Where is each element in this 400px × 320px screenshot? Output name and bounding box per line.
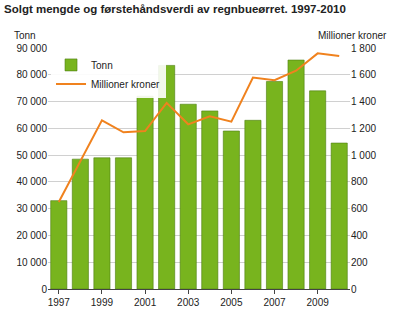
svg-text:1999: 1999 (91, 297, 114, 308)
svg-text:20 000: 20 000 (16, 230, 47, 241)
svg-text:1 400: 1 400 (351, 96, 376, 107)
svg-text:Tonn: Tonn (91, 60, 113, 71)
svg-text:40 000: 40 000 (16, 176, 47, 187)
svg-text:Millioner kroner: Millioner kroner (91, 79, 160, 90)
svg-text:600: 600 (351, 203, 368, 214)
svg-text:80 000: 80 000 (16, 69, 47, 80)
svg-text:Millioner kroner: Millioner kroner (318, 30, 387, 41)
svg-text:1997: 1997 (48, 297, 71, 308)
svg-text:Tonn: Tonn (14, 30, 36, 41)
svg-text:60 000: 60 000 (16, 123, 47, 134)
svg-text:1 200: 1 200 (351, 123, 376, 134)
svg-text:1 800: 1 800 (351, 43, 376, 54)
svg-text:800: 800 (351, 176, 368, 187)
svg-text:Solgt mengde og førstehåndsver: Solgt mengde og førstehåndsverdi av regn… (4, 3, 346, 15)
svg-text:70 000: 70 000 (16, 96, 47, 107)
svg-text:2001: 2001 (134, 297, 157, 308)
svg-text:200: 200 (351, 257, 368, 268)
svg-text:400: 400 (351, 230, 368, 241)
svg-text:50 000: 50 000 (16, 150, 47, 161)
svg-text:1 600: 1 600 (351, 69, 376, 80)
svg-text:0: 0 (41, 284, 47, 295)
svg-text:2007: 2007 (263, 297, 286, 308)
svg-text:2005: 2005 (220, 297, 243, 308)
svg-text:2003: 2003 (177, 297, 200, 308)
svg-text:2009: 2009 (307, 297, 330, 308)
svg-text:10 000: 10 000 (16, 257, 47, 268)
svg-text:30 000: 30 000 (16, 203, 47, 214)
svg-text:0: 0 (351, 284, 357, 295)
svg-text:90 000: 90 000 (16, 43, 47, 54)
svg-text:1 000: 1 000 (351, 150, 376, 161)
